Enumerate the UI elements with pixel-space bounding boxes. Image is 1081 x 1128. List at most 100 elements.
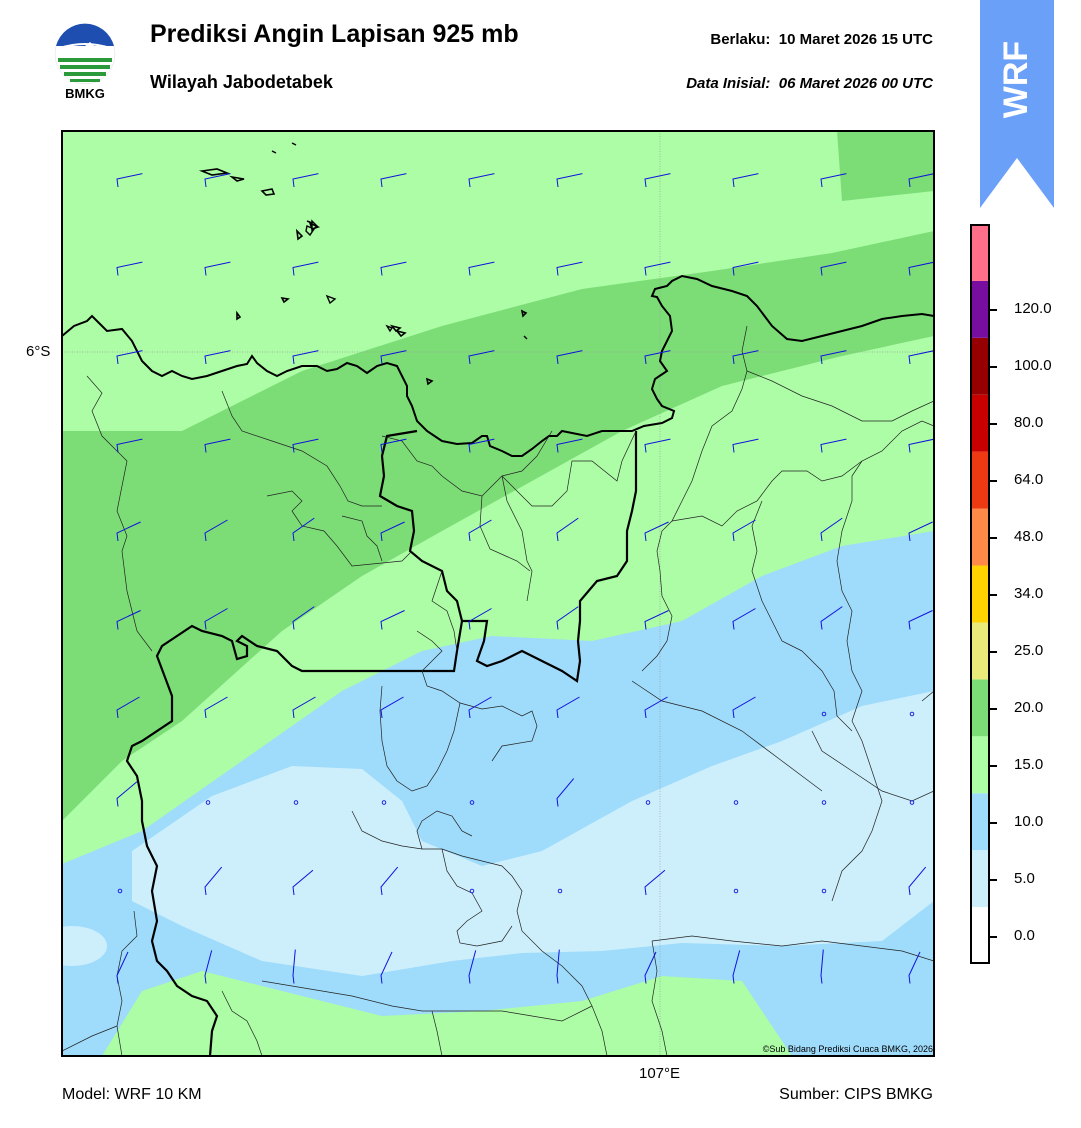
- wrf-badge: [980, 0, 1054, 208]
- wind-barb: [380, 173, 407, 188]
- wind-barb: [116, 521, 141, 542]
- calm-circle: [469, 888, 475, 894]
- wind-barb: [908, 866, 927, 896]
- latitude-label: 6°S: [26, 343, 51, 360]
- valid-time-value: 10 Maret 2026 15 UTC: [778, 31, 933, 48]
- wind-barb: [644, 610, 669, 630]
- colorbar-tick: [990, 309, 997, 312]
- colorbar-tick: [990, 537, 997, 540]
- colorbar-segment: [970, 224, 990, 281]
- wind-barb: [292, 261, 319, 276]
- wind-barb: [380, 521, 405, 542]
- wind-barb: [556, 438, 583, 453]
- wind-barb: [732, 519, 756, 542]
- wind-barb: [380, 951, 393, 984]
- valid-time-label: Berlaku:: [710, 31, 771, 48]
- wind-barb: [204, 438, 231, 453]
- colorbar-tick: [990, 594, 997, 596]
- wind-barb: [908, 521, 933, 542]
- init-time: Data Inisial: 06 Maret 2026 00 UTC: [686, 75, 933, 92]
- wind-barb: [908, 350, 934, 365]
- wind-barb: [292, 438, 319, 453]
- colorbar-segment: [970, 622, 990, 680]
- wind-barb: [556, 517, 579, 542]
- wind-barb: [908, 610, 933, 630]
- wind-barb: [820, 350, 847, 365]
- colorbar-segment: [970, 337, 990, 395]
- district-boundaries: [62, 325, 934, 1056]
- calm-circle: [733, 888, 739, 894]
- wind-barb: [292, 869, 314, 896]
- wind-barb: [380, 350, 407, 365]
- colorbar-tick-label: 5.0: [1014, 869, 1035, 887]
- wind-barb: [556, 949, 560, 984]
- colorbar-tick-label: 64.0: [1014, 471, 1044, 489]
- wind-barb: [732, 438, 759, 453]
- wind-barb: [644, 438, 671, 453]
- colorbar-tick: [990, 764, 997, 767]
- init-time-value: 06 Maret 2026 00 UTC: [778, 75, 933, 92]
- wind-barb: [380, 610, 405, 630]
- wind-barb: [644, 521, 669, 542]
- wind-barb: [732, 696, 756, 719]
- wind-barb: [204, 350, 231, 365]
- wind-barb: [116, 610, 141, 630]
- colorbar-tick-label: 20.0: [1014, 698, 1044, 716]
- colorbar-tick-label: 80.0: [1014, 414, 1044, 432]
- wind-barb: [380, 438, 407, 453]
- wind-barb: [204, 866, 223, 896]
- wind-map: [62, 131, 934, 1056]
- wind-barb: [468, 173, 495, 188]
- wind-barb: [820, 173, 847, 188]
- colorbar-tick: [990, 821, 997, 824]
- wind-barb: [556, 261, 583, 276]
- chart-title: Prediksi Angin Lapisan 925 mb: [150, 20, 519, 48]
- colorbar-segment: [970, 736, 990, 794]
- colorbar-frame: [970, 224, 990, 964]
- wind-barb: [116, 350, 143, 365]
- wind-barb: [116, 951, 129, 984]
- wind-barb: [292, 173, 319, 188]
- wind-barb: [468, 950, 477, 984]
- wind-barb: [820, 517, 843, 542]
- wind-barb: [908, 261, 934, 276]
- calm-circle: [733, 800, 739, 805]
- calm-circle: [821, 800, 827, 805]
- wind-barb: [204, 261, 231, 276]
- logo-text: BMKG: [65, 86, 105, 101]
- colorbar-tick-label: 10.0: [1014, 812, 1044, 830]
- wind-barb: [820, 261, 847, 276]
- wind-barb: [908, 951, 921, 984]
- colorbar-tick-label: 15.0: [1014, 755, 1044, 773]
- wind-barb: [468, 696, 492, 719]
- colorbar-segment: [970, 394, 990, 452]
- calm-circle: [557, 888, 563, 894]
- colorbar-segment: [970, 565, 990, 623]
- wind-barb: [116, 261, 143, 276]
- wind-barb: [732, 350, 759, 365]
- colorbar-tick: [990, 366, 997, 369]
- colorbar-tick-label: 34.0: [1014, 585, 1044, 602]
- wind-barb: [820, 438, 847, 453]
- wind-barb: [468, 608, 492, 630]
- colorbar-segment: [970, 280, 990, 338]
- init-time-label: Data Inisial:: [686, 75, 771, 92]
- colorbar-tick: [990, 423, 997, 426]
- model-label: Model: WRF 10 KM: [62, 1086, 202, 1103]
- colorbar-tick-label: 48.0: [1014, 528, 1044, 546]
- wind-barb: [644, 951, 657, 984]
- wind-barb: [556, 778, 575, 807]
- wind-barb: [204, 519, 228, 542]
- calm-circle: [469, 800, 475, 805]
- wind-barb: [908, 173, 934, 188]
- calm-circle: [909, 711, 915, 717]
- wind-barb: [116, 696, 140, 719]
- wind-barb: [644, 696, 668, 719]
- wind-barb: [116, 173, 143, 188]
- chart-subtitle: Wilayah Jabodetabek: [150, 72, 333, 92]
- colorbar-tick: [990, 707, 997, 710]
- valid-time: Berlaku: 10 Maret 2026 15 UTC: [710, 31, 933, 48]
- wind-barb: [468, 519, 492, 542]
- wind-barb: [292, 350, 319, 365]
- speed-zone-0-5: [132, 691, 934, 976]
